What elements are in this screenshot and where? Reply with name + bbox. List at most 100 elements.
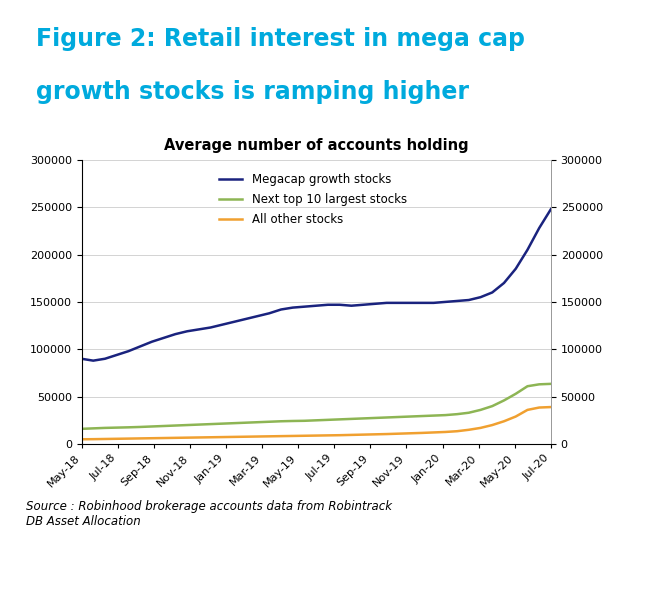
Megacap growth stocks bbox=[336, 301, 344, 308]
All other stocks bbox=[348, 432, 355, 439]
All other stocks bbox=[160, 435, 168, 442]
All other stocks bbox=[336, 432, 344, 439]
Megacap growth stocks bbox=[359, 301, 367, 308]
Next top 10 largest stocks bbox=[394, 413, 402, 420]
Next top 10 largest stocks bbox=[101, 424, 109, 432]
Next top 10 largest stocks bbox=[301, 417, 308, 424]
All other stocks bbox=[265, 433, 273, 440]
Next top 10 largest stocks bbox=[524, 382, 531, 390]
Next top 10 largest stocks bbox=[125, 424, 132, 431]
All other stocks bbox=[453, 427, 461, 435]
Text: Source : Robinhood brokerage accounts data from Robintrack
DB Asset Allocation: Source : Robinhood brokerage accounts da… bbox=[26, 500, 392, 528]
Megacap growth stocks bbox=[289, 304, 297, 311]
Megacap growth stocks bbox=[324, 301, 332, 308]
All other stocks bbox=[324, 432, 332, 439]
All other stocks bbox=[406, 430, 414, 437]
Next top 10 largest stocks bbox=[171, 422, 179, 429]
Megacap growth stocks bbox=[348, 302, 355, 309]
Megacap growth stocks bbox=[254, 313, 261, 320]
Megacap growth stocks bbox=[171, 330, 179, 337]
All other stocks bbox=[524, 406, 531, 413]
All other stocks bbox=[512, 413, 520, 420]
Line: All other stocks: All other stocks bbox=[82, 407, 551, 439]
Next top 10 largest stocks bbox=[465, 409, 473, 416]
Next top 10 largest stocks bbox=[336, 416, 344, 423]
Megacap growth stocks bbox=[265, 310, 273, 317]
Text: Figure 2: Retail interest in mega cap: Figure 2: Retail interest in mega cap bbox=[36, 27, 525, 51]
Next top 10 largest stocks bbox=[441, 411, 449, 419]
Next top 10 largest stocks bbox=[547, 380, 555, 387]
All other stocks bbox=[465, 426, 473, 433]
All other stocks bbox=[535, 404, 543, 411]
Next top 10 largest stocks bbox=[183, 422, 191, 429]
Megacap growth stocks bbox=[477, 294, 484, 301]
Megacap growth stocks bbox=[441, 298, 449, 305]
Next top 10 largest stocks bbox=[207, 420, 215, 427]
All other stocks bbox=[312, 432, 320, 439]
All other stocks bbox=[78, 436, 85, 443]
Next top 10 largest stocks bbox=[406, 413, 414, 420]
Megacap growth stocks bbox=[406, 300, 414, 307]
Megacap growth stocks bbox=[195, 326, 203, 333]
Megacap growth stocks bbox=[394, 300, 402, 307]
Megacap growth stocks bbox=[465, 297, 473, 304]
Next top 10 largest stocks bbox=[500, 397, 508, 404]
Megacap growth stocks bbox=[89, 357, 97, 364]
Next top 10 largest stocks bbox=[312, 417, 320, 424]
Next top 10 largest stocks bbox=[242, 419, 250, 426]
Next top 10 largest stocks bbox=[535, 381, 543, 388]
All other stocks bbox=[125, 435, 132, 442]
Next top 10 largest stocks bbox=[418, 413, 426, 420]
Next top 10 largest stocks bbox=[289, 417, 297, 424]
Next top 10 largest stocks bbox=[218, 420, 226, 427]
Next top 10 largest stocks bbox=[512, 390, 520, 397]
Line: Megacap growth stocks: Megacap growth stocks bbox=[82, 209, 551, 361]
Next top 10 largest stocks bbox=[453, 411, 461, 418]
All other stocks bbox=[547, 404, 555, 411]
Next top 10 largest stocks bbox=[148, 423, 156, 430]
Text: growth stocks is ramping higher: growth stocks is ramping higher bbox=[36, 80, 469, 104]
Megacap growth stocks bbox=[160, 334, 168, 342]
Megacap growth stocks bbox=[230, 318, 238, 326]
All other stocks bbox=[371, 431, 379, 438]
Megacap growth stocks bbox=[524, 246, 531, 253]
All other stocks bbox=[488, 422, 496, 429]
Megacap growth stocks bbox=[113, 352, 121, 359]
Next top 10 largest stocks bbox=[371, 414, 379, 422]
Megacap growth stocks bbox=[125, 348, 132, 355]
All other stocks bbox=[477, 424, 484, 432]
Megacap growth stocks bbox=[101, 355, 109, 362]
Next top 10 largest stocks bbox=[78, 425, 85, 432]
Next top 10 largest stocks bbox=[383, 414, 391, 421]
All other stocks bbox=[441, 429, 449, 436]
Next top 10 largest stocks bbox=[136, 423, 144, 430]
All other stocks bbox=[101, 436, 109, 443]
All other stocks bbox=[383, 430, 391, 437]
Megacap growth stocks bbox=[418, 300, 426, 307]
Next top 10 largest stocks bbox=[195, 421, 203, 428]
All other stocks bbox=[136, 435, 144, 442]
Next top 10 largest stocks bbox=[113, 424, 121, 431]
All other stocks bbox=[430, 429, 437, 436]
Next top 10 largest stocks bbox=[277, 418, 285, 425]
Next top 10 largest stocks bbox=[230, 420, 238, 427]
Megacap growth stocks bbox=[277, 306, 285, 313]
All other stocks bbox=[254, 433, 261, 440]
Next top 10 largest stocks bbox=[488, 403, 496, 410]
Megacap growth stocks bbox=[547, 205, 555, 213]
Megacap growth stocks bbox=[500, 279, 508, 287]
Megacap growth stocks bbox=[488, 289, 496, 296]
All other stocks bbox=[207, 434, 215, 441]
Title: Average number of accounts holding: Average number of accounts holding bbox=[164, 138, 469, 153]
All other stocks bbox=[242, 433, 250, 440]
All other stocks bbox=[171, 435, 179, 442]
All other stocks bbox=[148, 435, 156, 442]
Next top 10 largest stocks bbox=[265, 418, 273, 425]
All other stocks bbox=[277, 433, 285, 440]
All other stocks bbox=[289, 432, 297, 439]
Next top 10 largest stocks bbox=[359, 415, 367, 422]
Megacap growth stocks bbox=[148, 338, 156, 345]
Legend: Megacap growth stocks, Next top 10 largest stocks, All other stocks: Megacap growth stocks, Next top 10 large… bbox=[214, 169, 412, 231]
Next top 10 largest stocks bbox=[160, 423, 168, 430]
Megacap growth stocks bbox=[218, 321, 226, 328]
